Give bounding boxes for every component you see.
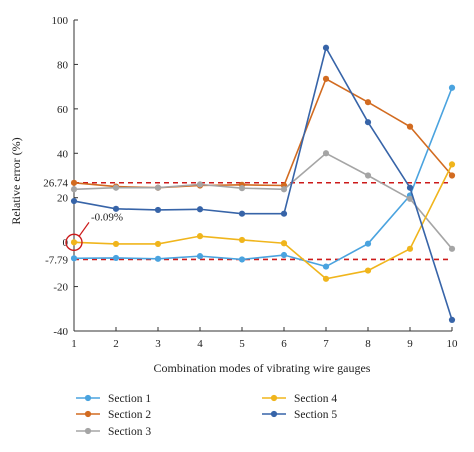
data-point (406, 245, 414, 252)
x-tick-label: 5 (239, 338, 245, 350)
data-point (406, 184, 414, 191)
legend: Section 1 Section 2 Section 3 Section 4 Sect… (76, 393, 337, 438)
x-tick-label: 2 (113, 338, 119, 350)
series-group (70, 44, 456, 323)
x-tick-label: 7 (323, 338, 329, 350)
data-point (196, 253, 204, 260)
data-point (112, 184, 120, 191)
legend-swatch-marker (84, 394, 92, 402)
y-tick-label: -7.79 (45, 254, 68, 266)
annotation-group: -0.09% (65, 211, 123, 252)
data-point (70, 186, 78, 193)
y-tick-label: 40 (57, 148, 69, 160)
data-point (406, 195, 414, 202)
data-point (364, 172, 372, 179)
data-point (70, 239, 78, 246)
data-point (280, 210, 288, 217)
data-point (448, 161, 456, 168)
data-point (112, 205, 120, 212)
data-point (448, 84, 456, 91)
legend-label: Section 1 (108, 393, 151, 405)
y-tick-label: -40 (53, 326, 68, 338)
y-tick-label: 80 (57, 59, 69, 71)
data-point (112, 254, 120, 262)
data-point (196, 233, 204, 240)
data-point (238, 210, 246, 217)
series-line (73, 164, 453, 280)
annotation-circle (65, 233, 83, 252)
legend-label: Section 2 (108, 409, 151, 421)
data-point (364, 119, 372, 126)
x-tick-label: 3 (155, 338, 161, 350)
x-tick-label: 1 (71, 338, 77, 350)
legend-swatch-marker (270, 394, 278, 402)
y-tick-label: 60 (57, 104, 69, 116)
data-point (280, 186, 288, 193)
data-point (154, 255, 162, 262)
data-point (238, 256, 246, 263)
data-point (196, 181, 204, 188)
y-tick-label: 20 (57, 193, 69, 205)
annotation-label: -0.09% (91, 211, 123, 223)
data-point (406, 123, 414, 130)
data-point (280, 251, 288, 259)
data-point (154, 184, 162, 191)
data-point (70, 255, 78, 262)
legend-label: Section 5 (294, 409, 337, 421)
y-tick-label: -20 (53, 282, 68, 294)
legend-swatch-marker (84, 427, 92, 435)
y-tick-label: 26.74 (43, 178, 68, 190)
data-point (238, 236, 246, 244)
data-point (154, 240, 162, 248)
data-point (112, 240, 120, 248)
x-axis-title: Combination modes of vibrating wire gaug… (154, 361, 371, 375)
y-tick-label: 100 (52, 15, 69, 27)
data-point (196, 206, 204, 213)
data-point (364, 240, 372, 247)
legend-swatch-marker (84, 410, 92, 418)
x-tick-label: 4 (197, 338, 203, 350)
data-point (322, 44, 330, 51)
data-point (322, 275, 330, 282)
data-point (364, 267, 372, 274)
series-line (73, 87, 453, 268)
data-point (448, 316, 456, 323)
legend-swatch-marker (270, 410, 278, 418)
legend-label: Section 4 (294, 393, 337, 405)
data-point (70, 197, 78, 205)
data-point (448, 245, 456, 252)
y-axis-title: Relative error (%) (9, 137, 23, 224)
reference-lines (74, 181, 452, 261)
series-line (73, 152, 453, 250)
x-tick-label: 10 (447, 338, 459, 350)
data-point (364, 99, 372, 106)
data-point (322, 150, 330, 157)
annotation-leader (78, 221, 90, 237)
series-line (73, 77, 453, 189)
x-tick-label: 9 (407, 338, 413, 350)
data-point (154, 206, 162, 214)
x-tick-label: 8 (365, 338, 371, 350)
x-tick-label: 6 (281, 338, 287, 350)
data-point (448, 172, 456, 179)
data-point (322, 263, 330, 270)
data-point (280, 240, 288, 247)
data-point (322, 75, 330, 82)
data-point (70, 179, 78, 186)
series-line (73, 45, 453, 321)
legend-label: Section 3 (108, 426, 151, 438)
data-point (238, 185, 246, 192)
